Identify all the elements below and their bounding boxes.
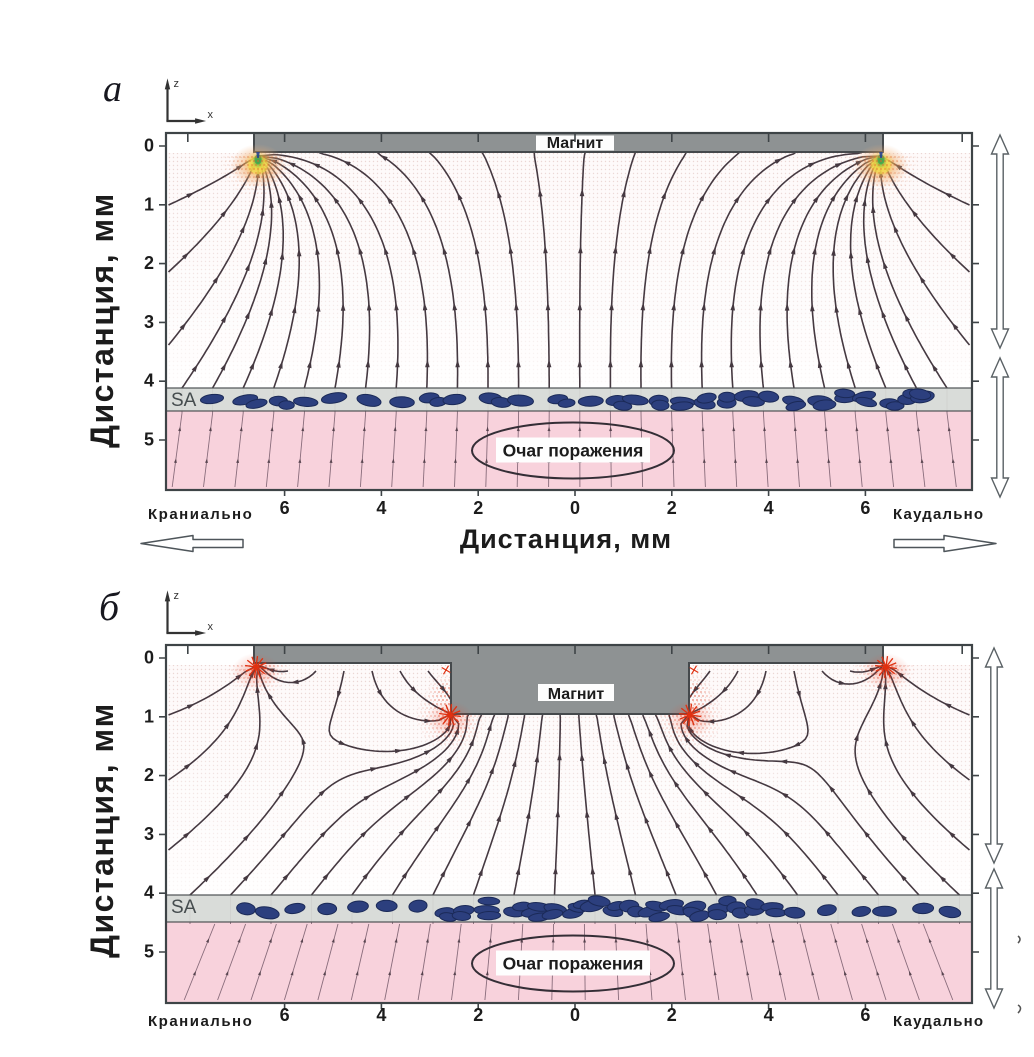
svg-text:2: 2 [473,1005,483,1025]
svg-text:a: a [103,68,122,110]
svg-text:SA: SA [171,897,197,918]
svg-text:x: x [208,621,214,633]
svg-text:1: 1 [144,194,154,214]
svg-text:Магнит: Магнит [547,135,604,152]
svg-text:Дистанция, мм: Дистанция, мм [460,524,672,554]
svg-text:6: 6 [280,498,290,518]
svg-text:z: z [174,78,180,90]
svg-text:5: 5 [144,942,154,962]
svg-text:4: 4 [144,883,154,903]
svg-text:Очаг поражения: Очаг поражения [503,441,644,461]
svg-text:x: x [208,109,214,121]
svg-text:0: 0 [570,498,580,518]
svg-text:Магнит: Магнит [548,686,605,703]
svg-text:Каудально: Каудально [893,1013,984,1030]
svg-text:Дистанция, мм: Дистанция, мм [84,192,120,448]
svg-text:5: 5 [144,430,154,450]
svg-text:Каудально: Каудально [893,506,984,523]
svg-text:2: 2 [473,498,483,518]
svg-text:Дистанция, мм: Дистанция, мм [84,702,120,958]
svg-text:2: 2 [667,498,677,518]
svg-text:2: 2 [144,765,154,785]
svg-text:4: 4 [376,1005,386,1025]
svg-text:2: 2 [144,253,154,273]
svg-text:4: 4 [764,498,774,518]
svg-text:3: 3 [144,312,154,332]
svg-text:Краниально: Краниально [148,506,253,523]
svg-text:Очаг поражения: Очаг поражения [503,954,644,974]
svg-text:6: 6 [280,1005,290,1025]
svg-text:z: z [174,590,180,602]
svg-text:SA: SA [171,390,197,411]
svg-text:4: 4 [144,371,154,391]
svg-text:0: 0 [144,648,154,668]
svg-text:6: 6 [860,1005,870,1025]
svg-text:Краниально: Краниально [148,1013,253,1030]
svg-text:4: 4 [764,1005,774,1025]
svg-text:6: 6 [860,498,870,518]
svg-text:2: 2 [667,1005,677,1025]
svg-text:4: 4 [376,498,386,518]
svg-text:3: 3 [144,824,154,844]
svg-text:б: б [99,584,121,629]
svg-text:0: 0 [570,1005,580,1025]
svg-text:0: 0 [144,136,154,156]
svg-text:1: 1 [144,706,154,726]
